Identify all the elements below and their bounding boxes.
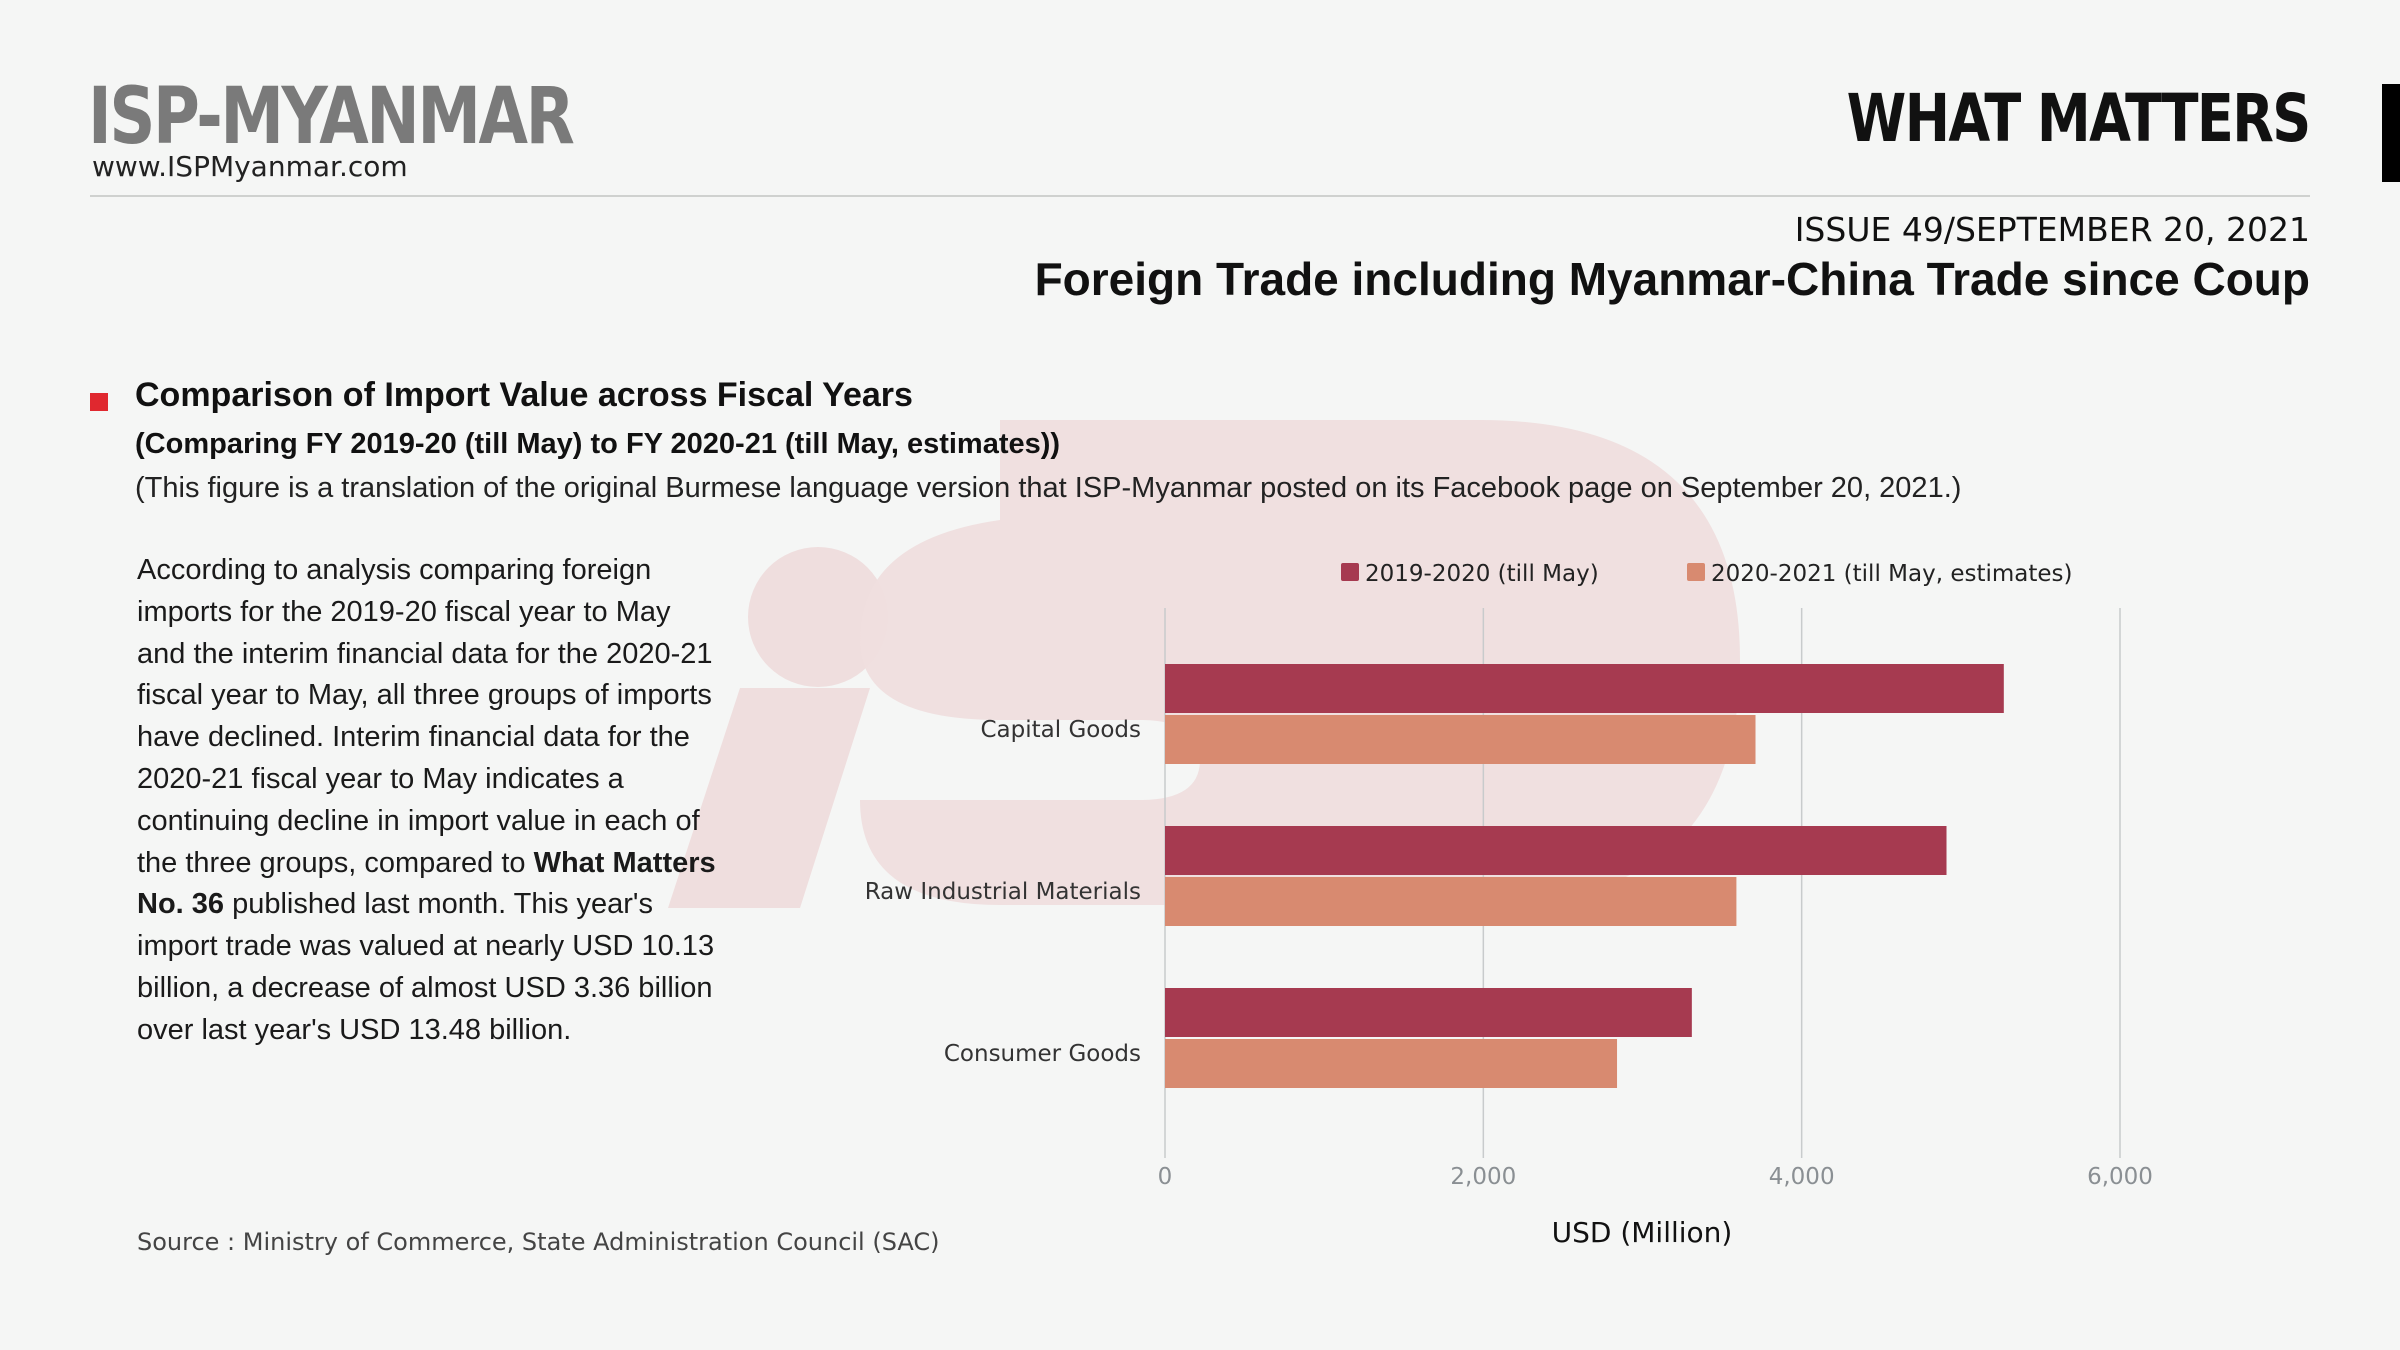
bar — [1165, 715, 1756, 764]
legend-swatch — [1687, 563, 1705, 581]
section-subtitle: (Comparing FY 2019-20 (till May) to FY 2… — [135, 428, 1061, 460]
translation-note: (This figure is a translation of the ori… — [135, 472, 1962, 504]
brand-logo: ISP-MYANMAR — [88, 72, 575, 162]
page-headline: Foreign Trade including Myanmar-China Tr… — [1034, 253, 2310, 305]
issue-number: ISSUE 49 — [1794, 210, 1944, 249]
x-tick-label: 0 — [1158, 1164, 1173, 1190]
issue-date: /SEPTEMBER 20, 2021 — [1943, 210, 2310, 249]
category-label: Raw Industrial Materials — [865, 879, 1141, 905]
bar — [1165, 1039, 1618, 1088]
paragraph-part-1: According to analysis comparing foreign … — [137, 554, 713, 879]
x-tick-label: 2,000 — [1450, 1164, 1516, 1190]
issue-line: ISSUE 49/SEPTEMBER 20, 2021 — [1795, 210, 2310, 249]
bar — [1165, 988, 1692, 1037]
legend-swatch — [1341, 563, 1359, 581]
x-tick-label: 6,000 — [2087, 1164, 2153, 1190]
series-title: WHAT MATTERS — [1847, 80, 2312, 157]
legend-label: 2019-2020 (till May) — [1365, 561, 1599, 587]
category-label: Capital Goods — [980, 717, 1141, 743]
edge-accent-bar — [2382, 84, 2400, 182]
source-note: Source : Ministry of Commerce, State Adm… — [137, 1228, 940, 1256]
bar — [1165, 826, 1947, 875]
section-title: Comparison of Import Value across Fiscal… — [135, 376, 913, 414]
bar — [1165, 664, 2004, 713]
legend-label: 2020-2021 (till May, estimates) — [1711, 561, 2073, 587]
analysis-paragraph: According to analysis comparing foreign … — [137, 550, 717, 1052]
section-bullet-icon — [90, 393, 108, 411]
category-label: Consumer Goods — [944, 1041, 1141, 1067]
header-divider — [90, 195, 2310, 197]
bar — [1165, 877, 1737, 926]
x-tick-label: 4,000 — [1769, 1164, 1835, 1190]
brand-url: www.ISPMyanmar.com — [92, 150, 408, 183]
paragraph-bold-ref: What Matters No. 36 — [137, 846, 716, 921]
paragraph-part-2: published last month. This year's import… — [137, 888, 715, 1046]
x-axis-title: USD (Million) — [1552, 1216, 1733, 1249]
